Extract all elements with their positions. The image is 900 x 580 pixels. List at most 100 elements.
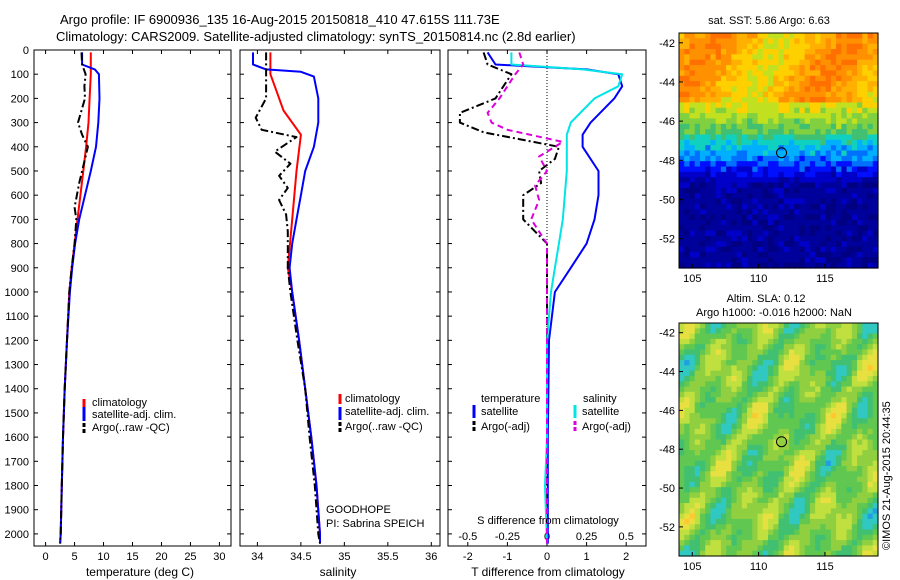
map-cell — [815, 86, 821, 93]
map-cell — [788, 540, 795, 547]
map-cell — [694, 150, 701, 157]
map-cell — [699, 70, 706, 77]
map-cell — [699, 497, 706, 504]
map-cell — [857, 102, 863, 109]
map-cell — [830, 43, 837, 50]
map-cell — [710, 187, 717, 194]
map-cell — [699, 214, 706, 221]
map-cell — [720, 413, 727, 419]
map-cell — [762, 81, 769, 88]
map-cell — [689, 460, 696, 467]
map-cell — [694, 375, 701, 382]
map-cell — [710, 407, 717, 414]
map-cell — [804, 155, 811, 162]
map-cell — [684, 59, 691, 66]
map-cell — [741, 418, 748, 425]
map-cell — [715, 139, 722, 146]
map-cell — [747, 145, 753, 152]
map-cell — [694, 262, 701, 269]
map-cell — [815, 187, 821, 194]
map-cell — [846, 91, 853, 98]
map-cell — [736, 102, 743, 109]
map-cell — [694, 118, 701, 125]
map-cell — [872, 540, 879, 547]
map-cell — [762, 145, 769, 152]
map-cell — [747, 203, 753, 210]
map-cell — [679, 423, 685, 430]
map-cell — [773, 155, 780, 162]
map-cell — [830, 257, 837, 264]
map-cell — [741, 33, 748, 39]
map-cell — [862, 365, 869, 372]
map-cell — [679, 54, 685, 61]
map-cell — [689, 344, 696, 351]
map-cell — [752, 481, 759, 488]
map-cell — [710, 97, 717, 104]
map-cell — [720, 375, 727, 382]
difference-legend: temperature salinity satellite Argo(-adj… — [472, 393, 631, 433]
map-cell — [710, 540, 717, 547]
map-cell — [788, 182, 795, 189]
map-cell — [684, 333, 691, 340]
map-cell — [736, 492, 743, 499]
map-cell — [809, 198, 816, 205]
map-cell — [768, 49, 774, 55]
map-cell — [846, 241, 853, 248]
map-cell — [794, 402, 801, 409]
map-cell — [809, 171, 816, 178]
map-cell — [757, 487, 764, 494]
map-cell — [679, 471, 685, 478]
map-cell — [846, 465, 853, 472]
map-cell — [679, 397, 685, 404]
map-cell — [857, 524, 863, 531]
map-cell — [726, 209, 732, 216]
map-cell — [741, 328, 748, 335]
map-cell — [799, 423, 806, 430]
map-cell — [830, 375, 837, 382]
map-cell — [731, 492, 738, 499]
map-cell — [794, 439, 801, 446]
map-cell — [747, 402, 753, 409]
map-cell — [752, 219, 759, 226]
map-cell — [867, 81, 874, 88]
top-x-tick-label: 0.25 — [576, 531, 597, 543]
map-cell — [720, 407, 727, 414]
map-cell — [679, 349, 685, 356]
map-cell — [679, 251, 685, 258]
map-cell — [699, 182, 706, 189]
map-cell — [726, 513, 732, 520]
map-cell — [820, 524, 827, 531]
map-cell — [726, 214, 732, 221]
map-cell — [804, 235, 811, 242]
map-cell — [809, 113, 816, 120]
map-cell — [684, 241, 691, 248]
map-cell — [788, 428, 795, 435]
map-cell — [836, 370, 842, 377]
map-cell — [846, 257, 853, 264]
map-cell — [841, 177, 848, 184]
map-cell — [762, 230, 769, 237]
map-cell — [720, 534, 727, 541]
map-cell — [825, 550, 832, 557]
map-cell — [851, 59, 858, 66]
map-cell — [846, 219, 853, 226]
map-cell — [679, 481, 685, 488]
map-cell — [857, 465, 863, 472]
map-cell — [788, 455, 795, 462]
map-cell — [825, 439, 832, 446]
map-cell — [857, 33, 863, 39]
map-cell — [762, 113, 769, 120]
map-cell — [867, 487, 874, 494]
map-cell — [862, 241, 869, 248]
map-cell — [778, 381, 785, 388]
map-cell — [815, 344, 821, 351]
map-cell — [825, 402, 832, 409]
map-cell — [736, 439, 743, 446]
map-cell — [768, 508, 774, 515]
map-cell — [726, 487, 732, 494]
map-cell — [689, 444, 696, 451]
map-cell — [825, 65, 832, 71]
map-cell — [851, 513, 858, 520]
map-cell — [862, 524, 869, 531]
map-cell — [862, 150, 869, 157]
